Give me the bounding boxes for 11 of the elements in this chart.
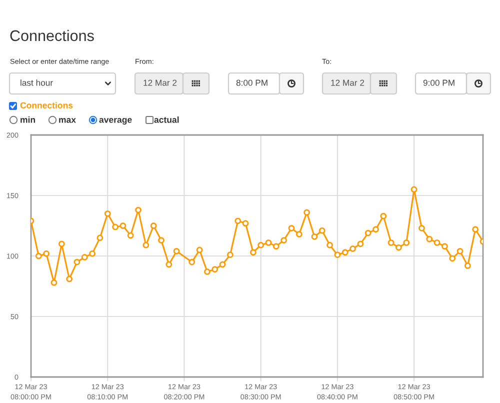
text: average: [99, 118, 132, 125]
text: 8:00 PM: [236, 80, 268, 86]
text: max: [59, 118, 76, 123]
text: Connections: [20, 102, 73, 108]
text: 9:00 PM: [423, 80, 454, 86]
text: last hour: [20, 79, 53, 86]
text: min: [20, 116, 36, 123]
chart-title: Connections: [10, 30, 94, 42]
text: 12 Mar 2: [144, 80, 177, 86]
text: 12 Mar 2: [331, 80, 364, 86]
text: actual: [154, 116, 179, 123]
